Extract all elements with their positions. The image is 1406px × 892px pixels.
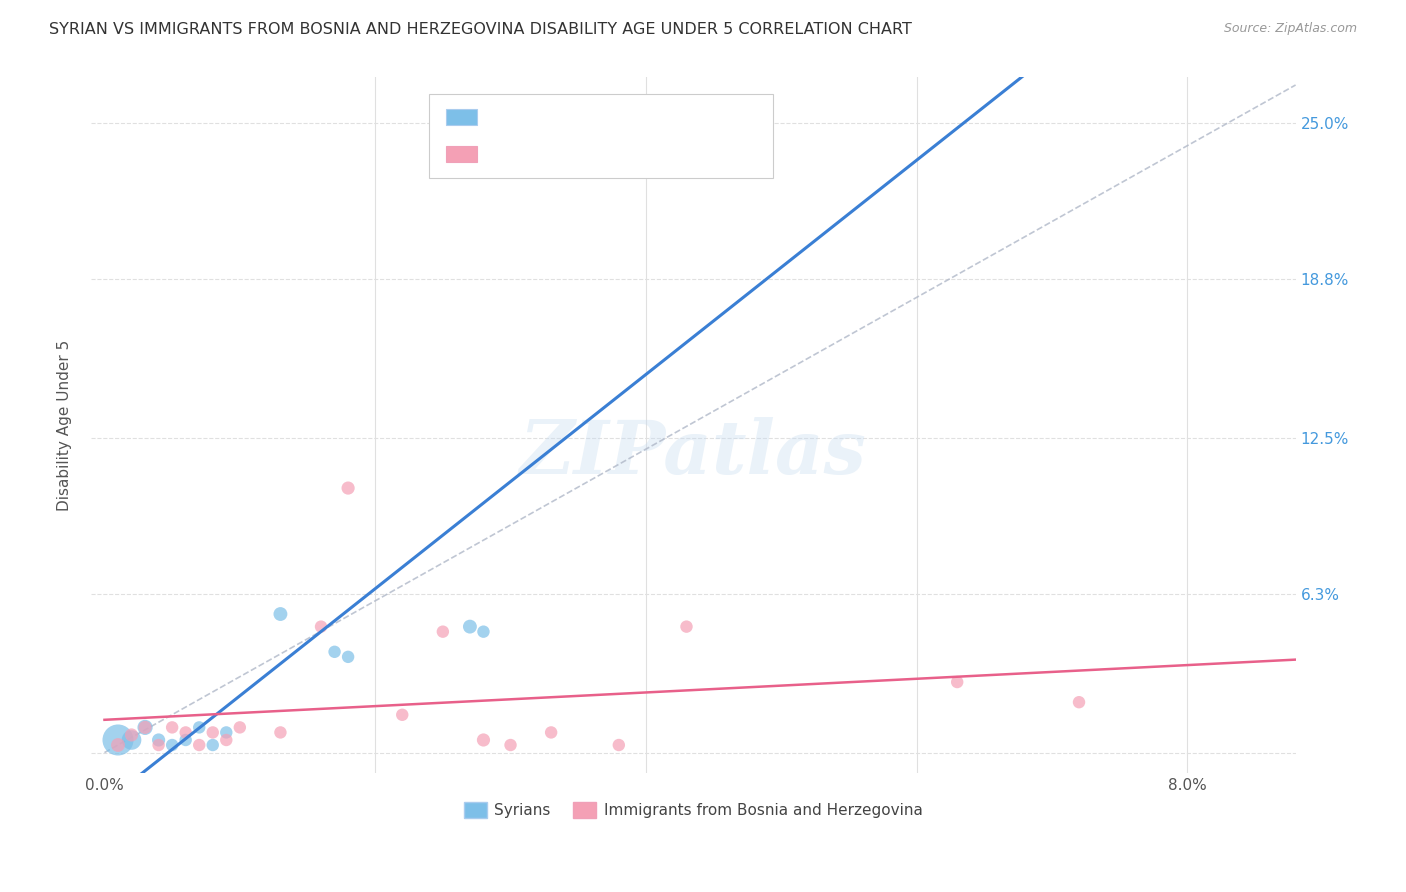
Y-axis label: Disability Age Under 5: Disability Age Under 5 — [58, 340, 72, 511]
Point — [391, 707, 413, 722]
Point — [134, 720, 156, 734]
Text: 0.204: 0.204 — [530, 147, 581, 161]
Text: R =: R = — [488, 110, 523, 124]
Point — [148, 733, 170, 747]
Text: Source: ZipAtlas.com: Source: ZipAtlas.com — [1223, 22, 1357, 36]
Point — [309, 619, 332, 633]
Text: N =: N = — [576, 110, 623, 124]
Text: ZIPatlas: ZIPatlas — [520, 417, 866, 489]
Point — [134, 720, 156, 734]
Point — [458, 619, 481, 633]
Point — [472, 624, 495, 639]
Point — [229, 720, 252, 734]
Point — [121, 728, 143, 742]
Point — [472, 733, 495, 747]
Point — [716, 141, 738, 155]
Point — [121, 733, 143, 747]
Point — [188, 720, 211, 734]
Point — [540, 725, 562, 739]
Point — [107, 733, 129, 747]
Point — [215, 733, 238, 747]
Point — [337, 649, 360, 664]
Point — [174, 725, 197, 739]
Point — [201, 725, 224, 739]
Legend: Syrians, Immigrants from Bosnia and Herzegovina: Syrians, Immigrants from Bosnia and Herz… — [457, 796, 929, 824]
Text: 15: 15 — [624, 110, 647, 124]
Point — [188, 738, 211, 752]
Point — [160, 720, 183, 734]
Point — [107, 738, 129, 752]
Point — [269, 725, 291, 739]
Text: SYRIAN VS IMMIGRANTS FROM BOSNIA AND HERZEGOVINA DISABILITY AGE UNDER 5 CORRELAT: SYRIAN VS IMMIGRANTS FROM BOSNIA AND HER… — [49, 22, 912, 37]
Point — [337, 481, 360, 495]
Text: N =: N = — [576, 147, 623, 161]
Point — [215, 725, 238, 739]
Point — [323, 645, 346, 659]
Point — [675, 619, 697, 633]
Text: 0.818: 0.818 — [530, 110, 581, 124]
Point — [269, 607, 291, 621]
Point — [148, 738, 170, 752]
Text: R =: R = — [488, 147, 523, 161]
Point — [499, 738, 522, 752]
Point — [946, 675, 969, 690]
Text: 22: 22 — [624, 147, 647, 161]
Point — [1067, 695, 1090, 709]
Point — [607, 738, 630, 752]
Point — [432, 624, 454, 639]
Point — [201, 738, 224, 752]
Point — [160, 738, 183, 752]
Point — [174, 733, 197, 747]
